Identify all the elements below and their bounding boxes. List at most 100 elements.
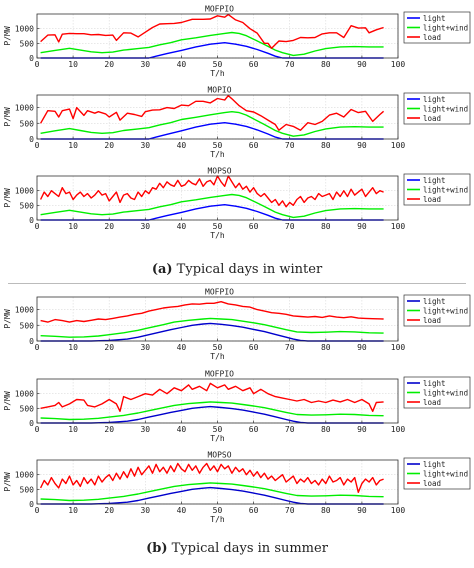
- legend-label: light: [423, 176, 446, 185]
- x-tick-label: 70: [285, 343, 295, 352]
- x-tick-label: 30: [140, 222, 150, 231]
- x-tick-label: 60: [249, 60, 259, 69]
- y-axis-label: P/MW: [3, 188, 12, 207]
- x-tick-label: 50: [213, 60, 223, 69]
- series-line-load: [40, 382, 384, 412]
- x-tick-label: 40: [177, 506, 187, 515]
- x-tick-label: 10: [68, 60, 78, 69]
- series-line-light-wind: [40, 193, 384, 219]
- x-tick-label: 40: [177, 425, 187, 434]
- x-tick-label: 50: [213, 141, 223, 150]
- chart-panel-1: 0 10 20 30 40 50 60 70 80 90 10005001000MOPIOT/hP/…: [3, 86, 471, 159]
- x-tick-label: 80: [321, 425, 331, 434]
- x-tick-label: 100: [391, 60, 406, 69]
- x-tick-label: 40: [177, 222, 187, 231]
- x-axis-label: T/h: [210, 69, 225, 78]
- series-line-light: [40, 405, 384, 424]
- chart-panel-2: 0 10 20 30 40 50 60 70 80 90 10005001000MOPSOT/hP/…: [3, 167, 471, 240]
- x-tick-label: 100: [391, 141, 406, 150]
- series-line-light-wind: [40, 110, 384, 137]
- caption-summer: (b) Typical days in summer: [0, 541, 474, 556]
- x-tick-label: 60: [249, 506, 259, 515]
- series-line-light-wind: [40, 31, 384, 57]
- y-axis-label: P/MW: [3, 107, 12, 126]
- x-tick-label: 50: [213, 222, 223, 231]
- legend-label: load: [423, 114, 441, 123]
- series-line-light: [40, 203, 384, 221]
- x-tick-label: 100: [391, 343, 406, 352]
- x-tick-label: 30: [140, 506, 150, 515]
- caption-winter-text: Typical days in winter: [172, 262, 323, 277]
- y-axis-label: P/MW: [3, 26, 12, 45]
- x-tick-label: 0: [35, 222, 40, 231]
- x-tick-label: 50: [213, 343, 223, 352]
- legend-label: light: [423, 460, 446, 469]
- x-tick-label: 10: [68, 222, 78, 231]
- x-tick-label: 0: [35, 343, 40, 352]
- x-tick-label: 40: [177, 60, 187, 69]
- y-tick-label: 0: [29, 500, 34, 509]
- y-tick-label: 0: [29, 419, 34, 428]
- caption-winter-tag: (a): [151, 262, 173, 277]
- x-tick-label: 70: [285, 425, 295, 434]
- y-tick-label: 500: [20, 404, 35, 413]
- y-tick-label: 500: [20, 485, 35, 494]
- x-tick-label: 20: [104, 222, 114, 231]
- legend-label: load: [423, 398, 441, 407]
- y-tick-label: 0: [29, 337, 34, 346]
- y-tick-label: 500: [20, 321, 35, 330]
- x-tick-label: 0: [35, 60, 40, 69]
- series-line-light: [40, 322, 384, 342]
- legend-label: light: [423, 379, 446, 388]
- legend-label: light: [423, 14, 446, 23]
- y-tick-label: 1000: [15, 25, 34, 34]
- legend-label: light: [423, 95, 446, 104]
- x-tick-label: 100: [391, 222, 406, 231]
- x-tick-label: 30: [140, 425, 150, 434]
- x-axis-label: T/h: [210, 150, 225, 159]
- x-tick-label: 10: [68, 506, 78, 515]
- chart-title: MOFPIO: [205, 5, 234, 14]
- x-tick-label: 50: [213, 425, 223, 434]
- chart-title: MOPSO: [207, 451, 231, 460]
- x-tick-label: 80: [321, 506, 331, 515]
- x-tick-label: 40: [177, 141, 187, 150]
- x-tick-label: 80: [321, 343, 331, 352]
- chart-panel-4: 0 10 20 30 40 50 60 70 80 90 10005001000MOFPIOT/hP…: [3, 370, 471, 443]
- x-tick-label: 20: [104, 343, 114, 352]
- legend-label: load: [423, 479, 441, 488]
- y-tick-label: 500: [20, 201, 35, 210]
- series-line-load: [39, 175, 384, 208]
- y-axis-label: P/MW: [3, 309, 12, 328]
- x-tick-label: 100: [391, 506, 406, 515]
- y-tick-label: 1000: [15, 104, 34, 113]
- caption-winter: (a) Typical days in winter: [0, 262, 474, 277]
- y-tick-label: 0: [29, 54, 34, 63]
- x-tick-label: 30: [140, 343, 150, 352]
- series-line-light-wind: [40, 401, 384, 421]
- legend-label: light+wind: [423, 388, 468, 397]
- series-line-load: [40, 301, 384, 323]
- legend-label: light+wind: [423, 306, 468, 315]
- legend-label: load: [423, 33, 441, 42]
- y-tick-label: 1000: [15, 390, 34, 399]
- x-tick-label: 0: [35, 506, 40, 515]
- x-tick-label: 30: [140, 60, 150, 69]
- x-tick-label: 90: [357, 343, 367, 352]
- x-axis-label: T/h: [210, 515, 225, 524]
- legend-label: light+wind: [423, 104, 468, 113]
- chart-panel-3: 0 10 20 30 40 50 60 70 80 90 10005001000MOFPIOT/hP…: [3, 288, 471, 361]
- caption-summer-text: Typical days in summer: [167, 541, 328, 556]
- x-tick-label: 90: [357, 141, 367, 150]
- chart-title: MOFPIO: [205, 288, 234, 297]
- x-tick-label: 70: [285, 222, 295, 231]
- x-tick-label: 20: [104, 60, 114, 69]
- x-tick-label: 90: [357, 60, 367, 69]
- x-tick-label: 90: [357, 222, 367, 231]
